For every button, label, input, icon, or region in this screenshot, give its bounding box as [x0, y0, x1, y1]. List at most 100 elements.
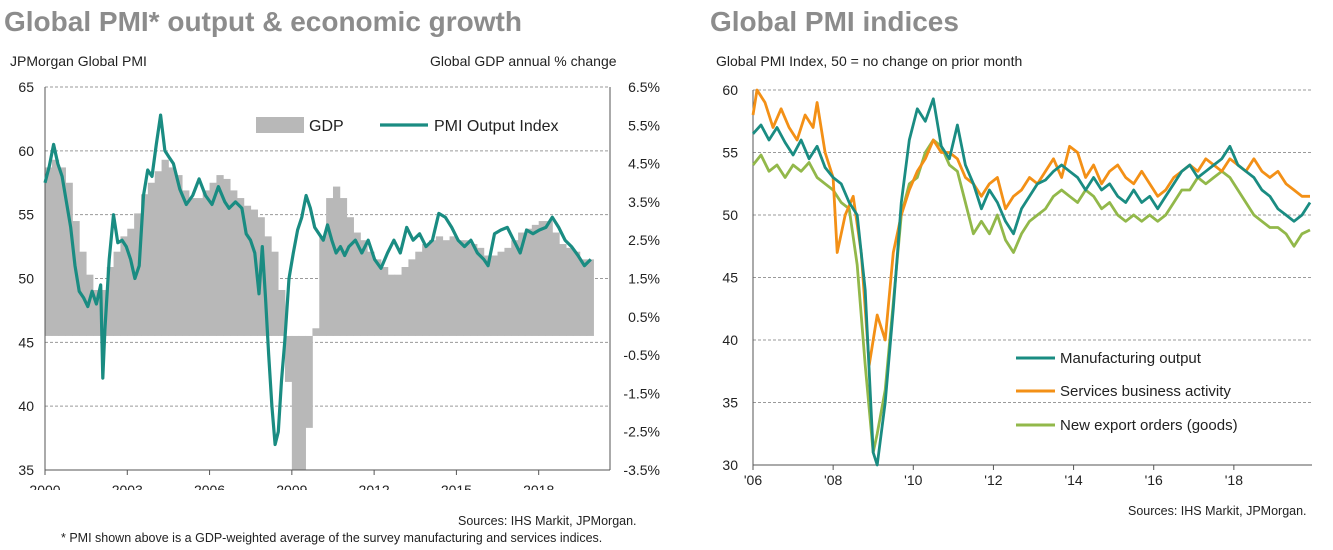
- x-tick-label: '06: [744, 472, 762, 488]
- right-y-tick-label: 1.5%: [628, 271, 660, 287]
- gdp-bar: [305, 335, 313, 428]
- gdp-bar: [312, 328, 320, 336]
- gdp-bar: [175, 175, 183, 336]
- gdp-bar: [360, 240, 368, 336]
- x-tick-label: 2003: [112, 482, 143, 490]
- x-tick-label: '16: [1145, 472, 1163, 488]
- right-y-tick-label: 4.5%: [628, 156, 660, 172]
- right-axis-label: Global GDP annual % change: [430, 53, 617, 69]
- x-tick-label: '14: [1064, 472, 1082, 488]
- pmi-output-line: [43, 113, 592, 447]
- gdp-bar: [449, 236, 457, 336]
- left-y-tick-label: 65: [18, 79, 34, 95]
- gdp-bar: [264, 236, 272, 336]
- gdp-bar: [99, 289, 108, 336]
- right-chart-axis-label: Global PMI Index, 50 = no change on prio…: [716, 53, 1023, 69]
- gdp-bar: [79, 251, 87, 336]
- right-chart-title: Global PMI indices: [710, 6, 959, 37]
- y-tick-label: 30: [722, 457, 738, 473]
- legend-gdp-swatch: [256, 117, 304, 133]
- gdp-bar: [92, 289, 101, 336]
- gdp-bar: [476, 247, 485, 336]
- gdp-bar: [209, 182, 217, 336]
- x-tick-label: '10: [904, 472, 922, 488]
- x-tick-label: 2009: [276, 482, 307, 490]
- right-y-tick-label: 0.5%: [628, 309, 660, 325]
- left-y-tick-label: 55: [18, 207, 34, 223]
- gdp-bar: [106, 267, 114, 336]
- right-y-tick-label: 3.5%: [628, 194, 660, 210]
- gdp-bar: [284, 335, 293, 382]
- gdp-bar: [182, 190, 190, 336]
- right-y-tick-label: 5.5%: [628, 117, 660, 133]
- left-footnote: * PMI shown above is a GDP-weighted aver…: [61, 531, 603, 545]
- gdp-bar: [147, 182, 156, 336]
- gdp-bar: [463, 240, 471, 336]
- gdp-bar: [113, 251, 121, 336]
- gdp-bar: [518, 232, 526, 336]
- right-y-tick-label: -2.5%: [623, 424, 660, 440]
- gdp-bar: [456, 240, 464, 336]
- gdp-bar: [346, 217, 354, 336]
- gdp-bar: [58, 167, 66, 336]
- y-tick-label: 40: [722, 332, 738, 348]
- gdp-bar: [367, 251, 375, 336]
- y-tick-label: 60: [722, 82, 738, 98]
- series-line-new-export-orders-goods-: [751, 138, 1311, 454]
- y-tick-label: 50: [722, 207, 738, 223]
- gdp-bar: [579, 259, 588, 336]
- gdp-bar: [490, 255, 498, 336]
- left-chart-title: Global PMI* output & economic growth: [4, 6, 522, 37]
- gdp-bar: [380, 267, 389, 336]
- gdp-bar: [559, 244, 567, 336]
- gdp-bar: [127, 228, 135, 336]
- gdp-bar: [531, 224, 540, 336]
- x-tick-label: 2006: [194, 482, 225, 490]
- right-y-tick-label: -3.5%: [623, 462, 660, 478]
- left-y-tick-label: 50: [18, 271, 34, 287]
- gdp-bar: [387, 274, 396, 336]
- gdp-bar: [504, 247, 512, 336]
- pmi-indices-chart: 60 55 50 45 40 35 30 '06 '08 '10 '12 '14 '16 '18 Manuf…: [722, 82, 1312, 488]
- gdp-bar: [202, 190, 210, 336]
- right-source: Sources: IHS Markit, JPMorgan.: [1128, 504, 1307, 518]
- legend-label: Services business activity: [1060, 383, 1231, 400]
- gdp-bar: [483, 255, 492, 336]
- gdp-bar: [353, 232, 361, 336]
- gdp-bar: [586, 259, 594, 336]
- gdp-bar: [442, 240, 450, 336]
- gdp-bar: [394, 274, 402, 336]
- gdp-bar: [236, 198, 245, 336]
- gdp-bar: [422, 244, 430, 336]
- gdp-bar: [243, 205, 252, 336]
- legend-label: New export orders (goods): [1060, 417, 1238, 434]
- gdp-bar: [538, 221, 546, 336]
- gdp-bar: [230, 190, 238, 336]
- gdp-bar: [271, 251, 279, 336]
- y-tick-label: 55: [722, 145, 738, 161]
- gdp-bar: [545, 221, 553, 336]
- gdp-bar: [291, 335, 300, 470]
- left-y-tick-label: 35: [18, 462, 34, 478]
- gdp-bar: [154, 171, 162, 336]
- gdp-bar: [120, 236, 128, 336]
- x-tick-label: '18: [1225, 472, 1243, 488]
- gdp-bar: [374, 259, 382, 336]
- left-y-tick-label: 45: [18, 334, 34, 350]
- gdp-bar: [298, 335, 306, 470]
- left-axis-label: JPMorgan Global PMI: [10, 53, 147, 69]
- series-line-services-business-activity: [751, 88, 1310, 367]
- gdp-bar: [552, 232, 560, 336]
- gdp-bar: [511, 240, 519, 336]
- legend-label: Manufacturing output: [1060, 350, 1202, 367]
- legend-gdp-label: GDP: [309, 118, 344, 135]
- gdp-bar: [428, 240, 437, 336]
- pmi-gdp-chart: 65 60 55 50 45 40 35 6.5% 5.5% 4.5% 3.5% 2.5% 1.5% 0.…: [18, 79, 660, 490]
- right-y-tick-label: 6.5%: [628, 79, 660, 95]
- gdp-bar: [497, 251, 505, 336]
- gdp-bar: [65, 182, 73, 336]
- gdp-bar: [470, 244, 478, 336]
- gdp-bar: [326, 198, 334, 336]
- left-y-tick-label: 60: [18, 143, 34, 159]
- gdp-bar: [140, 194, 149, 336]
